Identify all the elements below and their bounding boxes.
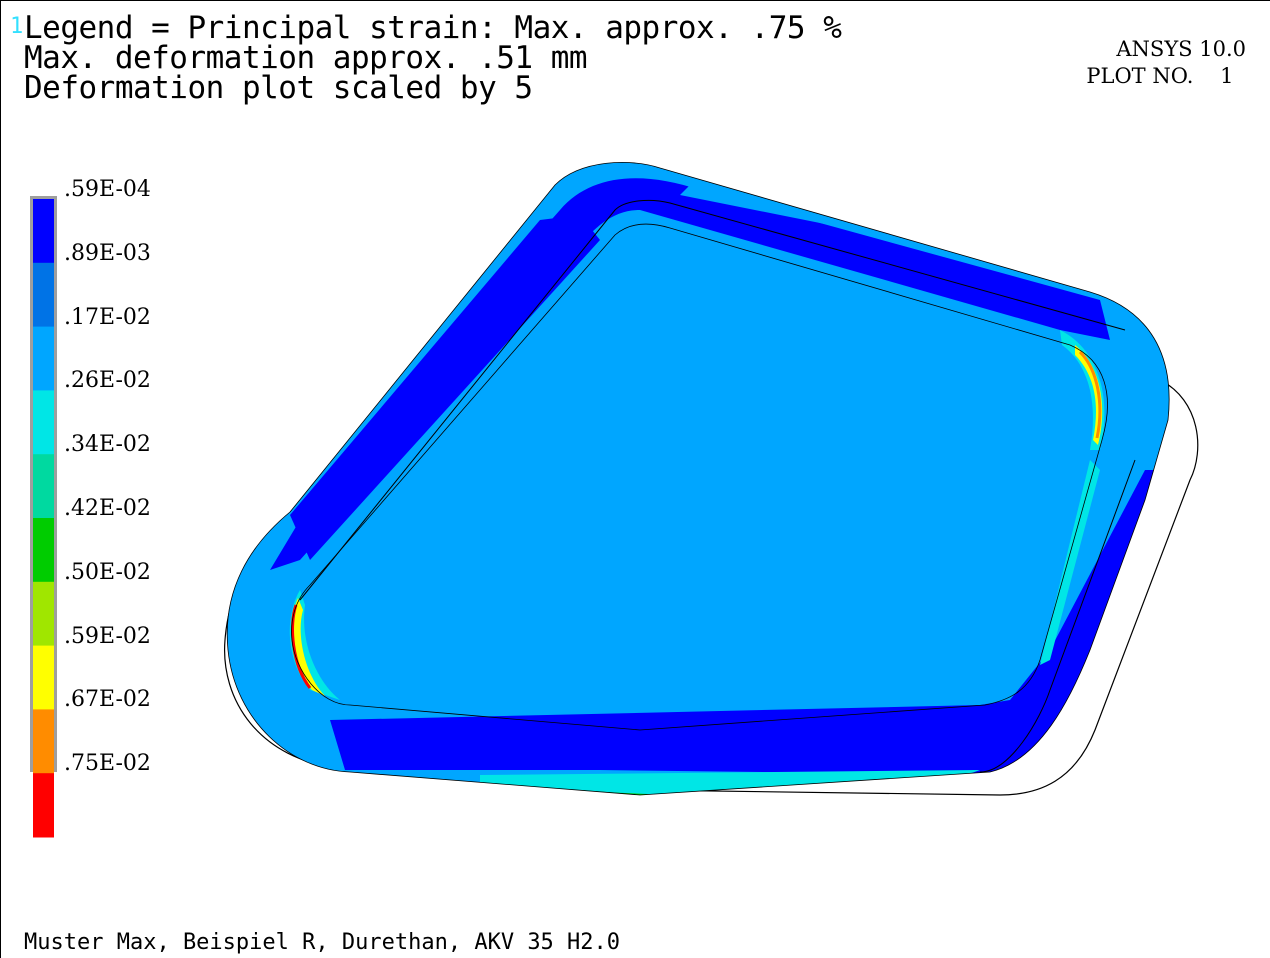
legend-band bbox=[33, 326, 54, 391]
legend-band bbox=[33, 773, 54, 838]
deformed-frame bbox=[227, 162, 1170, 796]
legend-label: .89E-03 bbox=[64, 240, 151, 266]
legend-label: .75E-02 bbox=[64, 751, 151, 777]
legend-band bbox=[33, 454, 54, 519]
title-line-deformation: Max. deformation approx. .51 mm bbox=[24, 40, 588, 76]
legend-band bbox=[33, 262, 54, 328]
legend-label: .34E-02 bbox=[64, 432, 151, 458]
bottom-green bbox=[580, 790, 800, 795]
ansys-info: ANSYS 10.0 PLOT NO. 1 bbox=[1086, 36, 1246, 90]
legend-band bbox=[33, 581, 54, 647]
legend-label: .26E-02 bbox=[64, 368, 151, 394]
legend-band bbox=[33, 390, 54, 455]
plot-no-label: PLOT NO. bbox=[1086, 64, 1194, 88]
region-top-dark bbox=[270, 178, 1110, 571]
legend-bands bbox=[33, 199, 54, 838]
region-bottom-right-dark bbox=[330, 470, 1170, 775]
corner-right-cyan bbox=[1060, 330, 1105, 450]
mid-surface-line-right bbox=[979, 459, 1136, 773]
model-description: Muster Max, Beispiel R, Durethan, AKV 35… bbox=[24, 930, 621, 955]
deformed-outline-inner bbox=[291, 223, 1108, 731]
plot-no: PLOT NO. 1 bbox=[1086, 63, 1246, 90]
deformed-outline-outer bbox=[226, 161, 1170, 796]
ansys-version: ANSYS 10.0 bbox=[1116, 37, 1246, 61]
legend-label: .42E-02 bbox=[64, 496, 151, 521]
legend-label: .50E-02 bbox=[64, 559, 151, 585]
legend-band bbox=[33, 709, 54, 774]
legend-label: .17E-02 bbox=[64, 304, 151, 330]
title-line-legend: Legend = Principal strain: Max. approx. … bbox=[24, 10, 842, 46]
region-left-diagonal-dark bbox=[290, 215, 600, 560]
right-edge-cyan bbox=[1040, 460, 1100, 665]
legend-label: .67E-02 bbox=[64, 687, 151, 713]
legend-band bbox=[33, 645, 54, 710]
legend-band bbox=[33, 199, 54, 264]
window-number: 1 bbox=[10, 14, 24, 39]
legend-band bbox=[33, 518, 54, 583]
legend-label: .59E-02 bbox=[64, 623, 151, 649]
corner-left-yellow bbox=[292, 598, 325, 696]
title-line-scale: Deformation plot scaled by 5 bbox=[24, 70, 533, 106]
legend-label: .59E-04 bbox=[64, 177, 151, 202]
plot-no-value: 1 bbox=[1220, 64, 1234, 88]
corner-right-orange bbox=[1078, 350, 1102, 439]
mid-surface-line bbox=[299, 199, 1126, 601]
